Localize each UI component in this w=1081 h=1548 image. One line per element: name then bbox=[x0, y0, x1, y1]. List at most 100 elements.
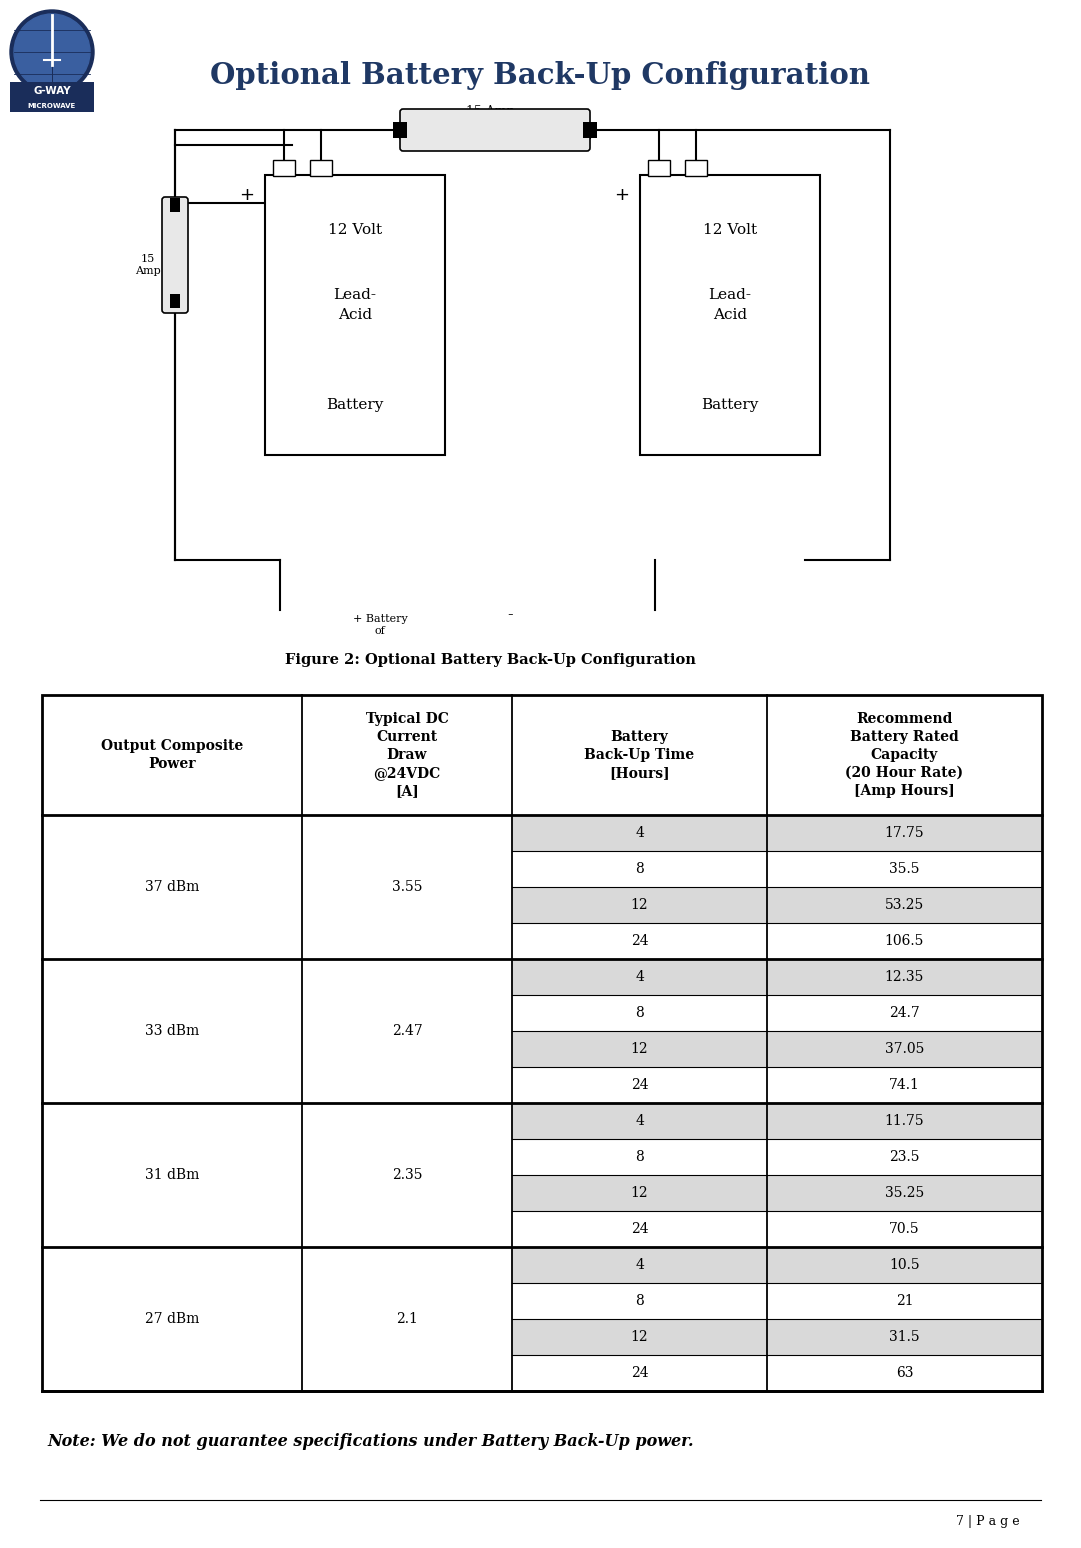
FancyBboxPatch shape bbox=[162, 197, 188, 313]
Text: Battery: Battery bbox=[702, 398, 759, 412]
Bar bbox=[768, 1067, 1042, 1104]
Text: 4: 4 bbox=[635, 1115, 644, 1128]
Bar bbox=[512, 1283, 768, 1319]
Bar bbox=[512, 1319, 768, 1354]
Bar bbox=[512, 1248, 768, 1283]
Bar bbox=[393, 122, 408, 138]
Text: 3.55: 3.55 bbox=[391, 879, 423, 895]
Text: 37.05: 37.05 bbox=[885, 1042, 924, 1056]
Text: Typical DC
Current
Draw
@24VDC
[A]: Typical DC Current Draw @24VDC [A] bbox=[365, 712, 449, 797]
Text: 12: 12 bbox=[630, 1330, 649, 1344]
Text: 74.1: 74.1 bbox=[889, 1077, 920, 1091]
Text: Optional Battery Back-Up Configuration: Optional Battery Back-Up Configuration bbox=[210, 60, 870, 90]
Circle shape bbox=[14, 14, 90, 90]
Text: 12 Volt: 12 Volt bbox=[328, 223, 382, 237]
Text: 8: 8 bbox=[636, 1150, 644, 1164]
Bar bbox=[768, 1104, 1042, 1139]
Bar bbox=[640, 175, 820, 455]
Text: 8: 8 bbox=[636, 1006, 644, 1020]
Bar bbox=[768, 1248, 1042, 1283]
Text: 106.5: 106.5 bbox=[885, 933, 924, 947]
Text: MICROWAVE: MICROWAVE bbox=[28, 104, 76, 108]
Text: 23.5: 23.5 bbox=[890, 1150, 920, 1164]
Text: 10.5: 10.5 bbox=[890, 1259, 920, 1272]
Text: 24: 24 bbox=[630, 1077, 649, 1091]
Bar bbox=[768, 1211, 1042, 1248]
Bar bbox=[265, 175, 445, 455]
Text: 24.7: 24.7 bbox=[890, 1006, 920, 1020]
Text: 24: 24 bbox=[630, 1365, 649, 1379]
Text: Recommend
Battery Rated
Capacity
(20 Hour Rate)
[Amp Hours]: Recommend Battery Rated Capacity (20 Hou… bbox=[845, 712, 963, 797]
Bar bbox=[310, 159, 332, 176]
Text: 8: 8 bbox=[636, 862, 644, 876]
Bar bbox=[512, 1031, 768, 1067]
FancyBboxPatch shape bbox=[400, 108, 590, 152]
Text: + Battery
of: + Battery of bbox=[352, 615, 408, 636]
Text: 12 Volt: 12 Volt bbox=[703, 223, 757, 237]
Text: Note: We do not guarantee specifications under Battery Back-Up power.: Note: We do not guarantee specifications… bbox=[46, 1432, 694, 1449]
Bar bbox=[42, 1248, 512, 1392]
Bar bbox=[583, 122, 597, 138]
Text: 15
Amp: 15 Amp bbox=[135, 254, 161, 276]
Bar bbox=[512, 960, 768, 995]
Text: 53.25: 53.25 bbox=[885, 898, 924, 912]
Text: 4: 4 bbox=[635, 1259, 644, 1272]
Text: 8: 8 bbox=[636, 1294, 644, 1308]
Text: G-WAY: G-WAY bbox=[34, 87, 71, 96]
Bar bbox=[768, 923, 1042, 960]
Bar bbox=[512, 1175, 768, 1211]
Text: +: + bbox=[614, 186, 629, 204]
Text: 35.25: 35.25 bbox=[885, 1186, 924, 1200]
Bar bbox=[512, 887, 768, 923]
Bar bbox=[648, 159, 670, 176]
Text: 31.5: 31.5 bbox=[890, 1330, 920, 1344]
Text: +: + bbox=[240, 186, 254, 204]
Text: 17.75: 17.75 bbox=[884, 827, 924, 841]
Text: 27 dBm: 27 dBm bbox=[145, 1313, 199, 1327]
Bar bbox=[685, 159, 707, 176]
Bar bbox=[768, 1175, 1042, 1211]
Bar bbox=[768, 887, 1042, 923]
Bar bbox=[42, 814, 512, 960]
Bar bbox=[42, 695, 1042, 1392]
Text: 4: 4 bbox=[635, 971, 644, 985]
Bar bbox=[42, 960, 512, 1104]
Bar bbox=[10, 101, 94, 111]
Text: 12: 12 bbox=[630, 1042, 649, 1056]
Text: 2.35: 2.35 bbox=[391, 1169, 423, 1183]
Text: Battery
Back-Up Time
[Hours]: Battery Back-Up Time [Hours] bbox=[585, 731, 695, 780]
Text: 2.47: 2.47 bbox=[391, 1023, 423, 1039]
Text: 11.75: 11.75 bbox=[884, 1115, 924, 1128]
Text: 37 dBm: 37 dBm bbox=[145, 879, 199, 895]
Bar bbox=[42, 695, 1042, 814]
Text: 12.35: 12.35 bbox=[885, 971, 924, 985]
Bar bbox=[512, 1354, 768, 1392]
Bar bbox=[768, 1283, 1042, 1319]
Text: -: - bbox=[507, 607, 512, 624]
Text: 24: 24 bbox=[630, 933, 649, 947]
Bar bbox=[512, 814, 768, 851]
Text: Output Composite
Power: Output Composite Power bbox=[101, 738, 243, 771]
Bar bbox=[768, 1031, 1042, 1067]
Text: 4: 4 bbox=[635, 827, 644, 841]
Bar bbox=[768, 1139, 1042, 1175]
Bar bbox=[768, 814, 1042, 851]
Circle shape bbox=[10, 9, 94, 94]
Text: 15 Amp: 15 Amp bbox=[466, 105, 515, 119]
Bar bbox=[512, 1104, 768, 1139]
Text: 2.1: 2.1 bbox=[396, 1313, 418, 1327]
Text: 12: 12 bbox=[630, 1186, 649, 1200]
Bar bbox=[512, 923, 768, 960]
Bar bbox=[512, 1067, 768, 1104]
Bar bbox=[170, 198, 181, 212]
Text: 24: 24 bbox=[630, 1221, 649, 1235]
Text: Lead-
Acid: Lead- Acid bbox=[708, 288, 751, 322]
Text: 21: 21 bbox=[896, 1294, 913, 1308]
Bar bbox=[768, 1319, 1042, 1354]
Text: 31 dBm: 31 dBm bbox=[145, 1169, 199, 1183]
Bar bbox=[768, 995, 1042, 1031]
Text: 70.5: 70.5 bbox=[890, 1221, 920, 1235]
Text: 35.5: 35.5 bbox=[890, 862, 920, 876]
Text: Figure 2: Optional Battery Back-Up Configuration: Figure 2: Optional Battery Back-Up Confi… bbox=[284, 653, 695, 667]
Text: 63: 63 bbox=[896, 1365, 913, 1379]
